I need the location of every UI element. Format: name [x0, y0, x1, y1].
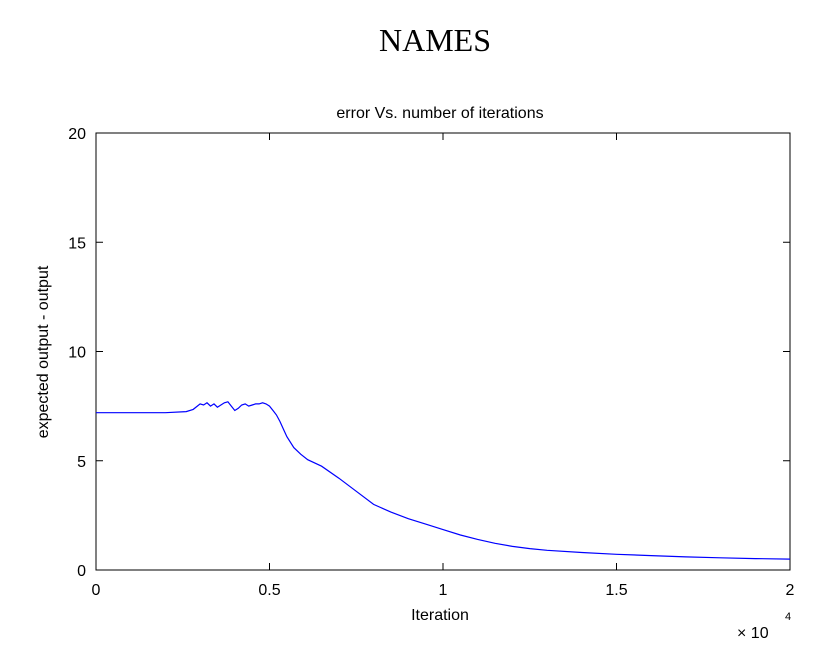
y-tick-label: 5: [77, 454, 86, 471]
x-axis-label: Iteration: [411, 607, 469, 624]
plot-frame: [95, 132, 791, 571]
x-axis-multiplier: × 10: [737, 625, 769, 642]
y-tick-label: 0: [77, 563, 86, 580]
x-tick-label: 1.5: [605, 582, 627, 599]
y-tick-label: 10: [68, 345, 86, 362]
x-tick-label: 1: [439, 582, 448, 599]
page-title: NAMES: [378, 22, 491, 58]
chart-title: error Vs. number of iterations: [336, 105, 543, 122]
x-tick-label: 0: [92, 582, 101, 599]
x-tick-label: 0.5: [258, 582, 280, 599]
y-tick-label: 15: [68, 235, 86, 252]
y-tick-label: 20: [68, 126, 86, 143]
y-axis-label: expected output - output: [35, 265, 52, 438]
x-tick-label: 2: [786, 582, 795, 599]
series-layer: [96, 401, 791, 560]
series-line: [96, 401, 791, 560]
x-axis-multiplier-exponent: 4: [785, 611, 791, 623]
